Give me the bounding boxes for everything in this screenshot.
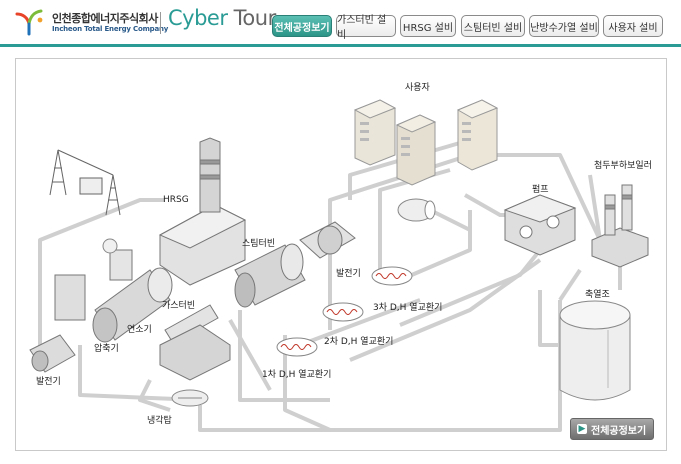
hrsg-icon	[158, 137, 247, 286]
hx2-icon	[322, 302, 364, 322]
label-pump: 펌프	[532, 185, 549, 195]
heat-exchanger-user-icon	[397, 198, 436, 222]
brand-tour: Tour	[233, 6, 277, 30]
cooling-tower-icon	[171, 389, 209, 407]
steam-turbine-icon	[234, 221, 356, 308]
label-hrsg: HRSG	[163, 195, 189, 205]
gas-turbine-icon	[54, 249, 173, 343]
label-user: 사용자	[405, 83, 430, 93]
company-logo-icon	[15, 9, 43, 36]
label-combustor: 연소기	[127, 325, 152, 335]
tab-hrsg[interactable]: HRSG 설비	[400, 15, 456, 37]
label-steam-turbine: 스팀터빈	[242, 239, 276, 249]
overview-button[interactable]: ▶ 전체공정보기	[570, 418, 654, 440]
cyber-tour-title: Cyber Tour	[168, 6, 276, 30]
vent-globe-icon	[102, 238, 118, 254]
condenser-pipe-icon	[159, 304, 231, 381]
label-gas-turbine: 가스터빈	[162, 301, 196, 311]
tab-overview[interactable]: 전체공정보기	[272, 15, 332, 37]
header: 인천종합에너지주식회사 Incheon Total Energy Company…	[0, 0, 681, 44]
generator-bottom-icon	[29, 334, 76, 373]
user-buildings-icon	[353, 99, 499, 186]
label-peak-boiler: 첨두부하보일러	[594, 161, 652, 171]
storage-tank-icon	[559, 300, 631, 401]
arrow-right-icon: ▶	[577, 424, 587, 434]
tab-steam-turbine[interactable]: 스팀터빈 설비	[461, 15, 525, 37]
tab-user-facility[interactable]: 사용자 설비	[603, 15, 663, 37]
label-storage-tank: 축열조	[585, 290, 610, 300]
pump-icon	[503, 194, 577, 256]
peak-boiler-icon	[591, 184, 649, 268]
label-generator-top: 발전기	[336, 269, 361, 279]
overview-button-label: 전체공정보기	[591, 425, 647, 437]
label-hx3: 3차 D,H 열교환기	[373, 303, 443, 313]
hx3-icon	[371, 266, 413, 286]
company-name-korean: 인천종합에너지주식회사	[52, 12, 158, 25]
label-generator-bottom: 발전기	[36, 377, 61, 387]
label-compressor: 압축기	[94, 344, 119, 354]
hx1-icon	[276, 337, 318, 357]
company-name-english: Incheon Total Energy Company	[52, 25, 169, 33]
header-rule	[0, 44, 681, 47]
tab-gas-turbine[interactable]: 가스터빈 설비	[336, 15, 396, 41]
label-cooling-tower: 냉각탑	[147, 416, 172, 426]
label-hx2: 2차 D,H 열교환기	[324, 337, 394, 347]
header-divider	[160, 12, 161, 34]
tab-district-heating[interactable]: 난방수가열 설비	[529, 15, 599, 37]
power-tower-icon	[49, 149, 121, 216]
label-hx1: 1차 D,H 열교환기	[262, 370, 332, 380]
brand-cyber: Cyber	[168, 6, 228, 30]
